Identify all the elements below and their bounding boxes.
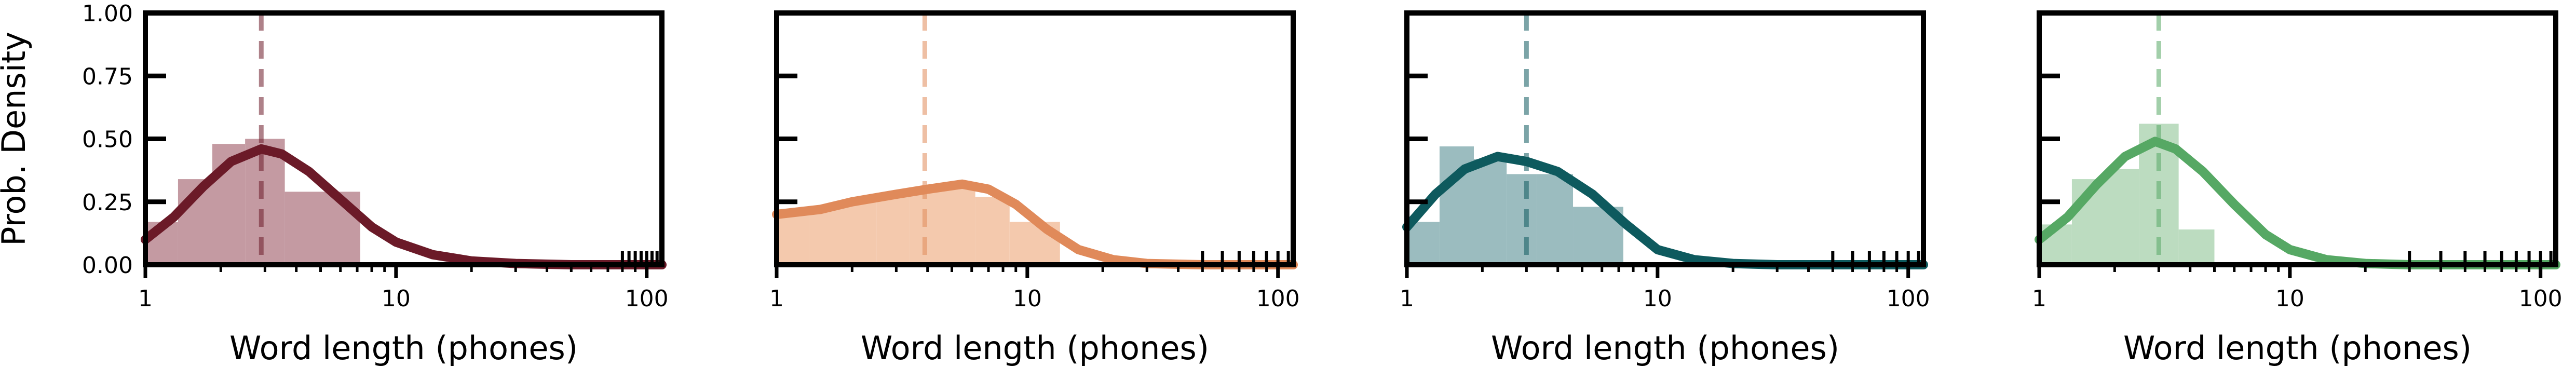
panels: 0.00 0.25 0.50 0.75 1.00 1 10 100 Word length (p… <box>82 1 2563 367</box>
histogram-bar <box>2178 229 2215 265</box>
histogram-bar <box>876 197 910 265</box>
histogram-bar <box>943 186 975 265</box>
panel-3: 1 10 100 Word length (phones) <box>1400 10 1930 367</box>
histogram-bar <box>844 201 877 265</box>
x-tick-label: 1 <box>769 286 784 312</box>
x-axis-label: Word length (phones) <box>229 329 578 367</box>
x-tick-label: 100 <box>1256 286 1300 312</box>
histogram-bar <box>2106 169 2139 265</box>
x-tick-label: 100 <box>625 286 669 312</box>
histogram-bar <box>1537 174 1574 265</box>
y-tick-label: 0.50 <box>82 127 133 153</box>
x-tick-label: 10 <box>2275 286 2304 312</box>
y-tick-label: 0.00 <box>82 252 133 279</box>
x-tick-label: 100 <box>1887 286 1930 312</box>
x-tick-label: 1 <box>2032 286 2046 312</box>
histogram-bar <box>809 207 844 265</box>
y-tick-label: 1.00 <box>82 1 133 27</box>
x-axis-label: Word length (phones) <box>2123 329 2472 367</box>
x-tick-label: 1 <box>138 286 153 312</box>
x-axis-label: Word length (phones) <box>861 329 1209 367</box>
panel-2: 1 10 100 Word length (phones) <box>769 10 1300 367</box>
panel-4: 1 10 100 Word length (phones) <box>2032 10 2563 367</box>
histogram-bar <box>777 214 809 265</box>
x-tick-label: 10 <box>1643 286 1672 312</box>
x-tick-label: 1 <box>1400 286 1414 312</box>
x-axis-label: Word length (phones) <box>1491 329 1839 367</box>
histogram-bar <box>1507 174 1537 265</box>
histogram-bar <box>1407 222 1440 265</box>
x-tick-label: 100 <box>2519 286 2563 312</box>
histogram-bar <box>1474 159 1507 265</box>
histogram-bar <box>975 197 1010 265</box>
y-tick-label: 0.25 <box>82 189 133 216</box>
x-tick-label: 10 <box>382 286 411 312</box>
y-axis-label: Prob. Density <box>0 32 33 246</box>
y-tick-label: 0.75 <box>82 63 133 90</box>
panel-1: 0.00 0.25 0.50 0.75 1.00 1 10 100 Word length (p… <box>82 1 669 367</box>
histogram-bar <box>245 139 285 265</box>
x-tick-label: 10 <box>1013 286 1042 312</box>
